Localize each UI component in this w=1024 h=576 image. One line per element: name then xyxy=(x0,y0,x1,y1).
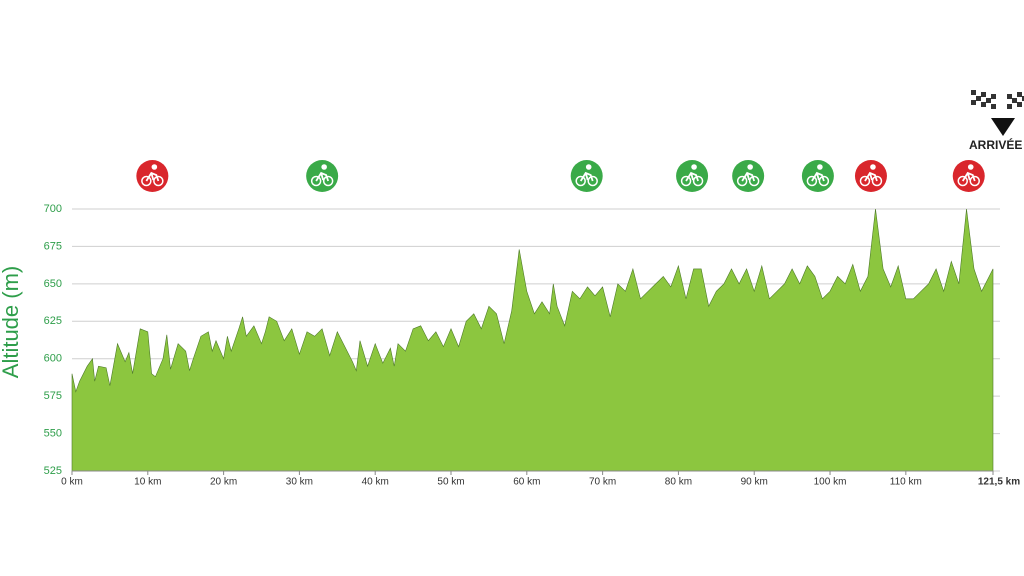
flag-square xyxy=(981,92,986,97)
flag-square xyxy=(991,104,996,109)
flag-square xyxy=(1007,104,1012,109)
head xyxy=(967,164,974,170)
wheel xyxy=(806,175,818,187)
y-tick-label: 600 xyxy=(44,353,62,365)
flag-square xyxy=(971,90,976,95)
x-tick-label: 110 km xyxy=(890,477,922,488)
rider xyxy=(864,171,878,182)
y-tick-label: 550 xyxy=(44,427,62,439)
x-tick-label: 100 km xyxy=(814,477,847,488)
rider xyxy=(811,171,825,182)
flag-square xyxy=(991,94,996,99)
flag-square xyxy=(1012,98,1017,103)
flag-square xyxy=(1017,102,1022,107)
checkpoint-icon xyxy=(801,160,834,192)
wheel xyxy=(692,175,704,187)
x-tick-label: 80 km xyxy=(665,477,692,488)
wheel xyxy=(575,175,586,187)
wheel xyxy=(736,175,748,187)
checkpoint-icon xyxy=(570,160,603,192)
x-tick-label: 0 km xyxy=(61,477,83,488)
wheel xyxy=(310,175,322,187)
x-tick-label: 60 km xyxy=(513,477,540,488)
rider xyxy=(961,171,976,182)
rider xyxy=(579,171,594,182)
y-tick-label: 625 xyxy=(44,315,62,327)
y-tick-label: 575 xyxy=(44,390,62,402)
elevation-area xyxy=(71,208,994,472)
head xyxy=(151,164,158,170)
wheel xyxy=(859,175,871,187)
x-tick-label: 20 km xyxy=(210,477,237,488)
wheel xyxy=(748,175,760,187)
wheel xyxy=(818,175,830,187)
flag-square xyxy=(1022,96,1024,101)
x-tick-label: 40 km xyxy=(362,477,389,488)
y-axis-label: Altitude (m) xyxy=(0,266,23,378)
wheel xyxy=(680,175,692,187)
rider xyxy=(145,171,160,182)
rider xyxy=(315,171,330,182)
rider xyxy=(685,171,699,182)
flag-square xyxy=(976,96,981,101)
checkpoint-icon xyxy=(854,160,887,192)
y-tick-label: 675 xyxy=(44,240,62,252)
x-tick-label: 90 km xyxy=(741,477,768,488)
wheel xyxy=(957,175,968,187)
y-tick-label: 700 xyxy=(44,203,62,215)
head xyxy=(691,164,697,170)
head xyxy=(321,164,327,170)
head xyxy=(870,164,876,170)
flag-square xyxy=(1017,92,1022,97)
checkpoint-icon xyxy=(306,160,339,192)
head xyxy=(585,164,592,170)
flag-square xyxy=(986,98,991,103)
finish-label: ARRIVÉE xyxy=(969,137,1022,152)
y-tick-label: 525 xyxy=(44,465,62,477)
wheel xyxy=(153,175,164,187)
x-tick-label: 30 km xyxy=(286,477,313,488)
head xyxy=(817,164,823,170)
rider xyxy=(741,171,756,182)
finish-flag: ARRIVÉE xyxy=(969,90,1024,152)
wheel xyxy=(871,175,883,187)
flag-square xyxy=(971,100,976,105)
wheel xyxy=(587,175,598,187)
checkpoint-icon xyxy=(136,160,169,192)
x-tick-label: 121,5 km xyxy=(978,477,1020,488)
wheel xyxy=(969,175,980,187)
head xyxy=(747,164,753,170)
finish-arrow xyxy=(991,118,1015,136)
checkpoint-icon xyxy=(732,160,765,192)
x-tick-label: 70 km xyxy=(589,477,616,488)
wheel xyxy=(322,175,334,187)
wheel xyxy=(141,175,152,187)
checkpoint-icon xyxy=(676,160,709,192)
x-tick-label: 50 km xyxy=(437,477,464,488)
flag-square xyxy=(1007,94,1012,99)
flag-square xyxy=(981,102,986,107)
checkpoint-icon xyxy=(952,160,985,192)
y-tick-label: 650 xyxy=(44,278,62,290)
x-tick-label: 10 km xyxy=(134,477,161,488)
